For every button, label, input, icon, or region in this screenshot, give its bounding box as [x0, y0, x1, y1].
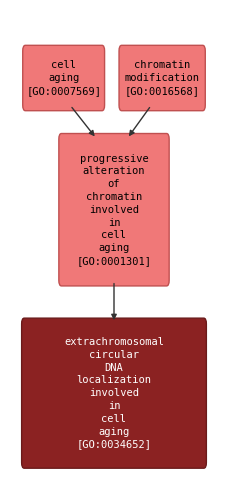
FancyBboxPatch shape: [59, 133, 168, 286]
Text: chromatin
modification
[GO:0016568]: chromatin modification [GO:0016568]: [124, 60, 199, 96]
FancyBboxPatch shape: [22, 318, 205, 468]
FancyBboxPatch shape: [23, 45, 104, 111]
Text: progressive
alteration
of
chromatin
involved
in
cell
aging
[GO:0001301]: progressive alteration of chromatin invo…: [76, 153, 151, 266]
Text: extrachromosomal
circular
DNA
localization
involved
in
cell
aging
[GO:0034652]: extrachromosomal circular DNA localizati…: [64, 337, 163, 449]
Text: cell
aging
[GO:0007569]: cell aging [GO:0007569]: [26, 60, 101, 96]
FancyBboxPatch shape: [118, 45, 204, 111]
